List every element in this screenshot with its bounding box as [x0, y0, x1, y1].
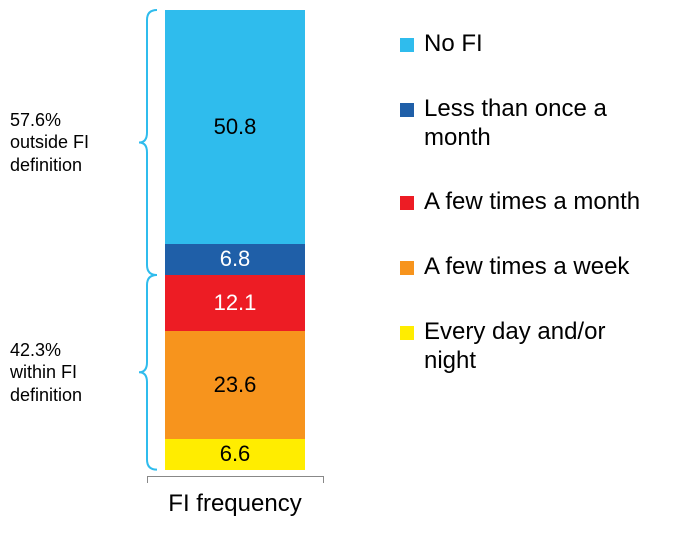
bar-segment-value: 23.6 — [214, 372, 257, 398]
annotation-line: 42.3% — [10, 339, 135, 362]
bar-segment-value: 12.1 — [214, 290, 257, 316]
bar-segment-few_times_month: 12.1 — [165, 275, 305, 331]
legend-swatch-icon — [400, 196, 414, 210]
legend-item-lt_once_month: Less than once a month — [400, 95, 670, 153]
annotation-outside: 57.6%outside FIdefinition — [10, 109, 135, 177]
legend-item-every_day_night: Every day and/or night — [400, 318, 670, 376]
annotation-within: 42.3%within FIdefinition — [10, 339, 135, 407]
bar-segment-every_day_night: 6.6 — [165, 439, 305, 469]
legend-label: Less than once a month — [424, 95, 654, 153]
legend-swatch-icon — [400, 326, 414, 340]
legend-label: A few times a month — [424, 188, 640, 217]
annotation-line: definition — [10, 384, 135, 407]
stacked-bar: 50.8 6.8 12.1 23.6 6.6 — [165, 10, 305, 470]
plot-area: 50.8 6.8 12.1 23.6 6.6 — [155, 10, 315, 470]
legend-item-few_times_month: A few times a month — [400, 188, 670, 217]
x-axis-label: FI frequency — [135, 490, 335, 518]
legend-label: A few times a week — [424, 253, 629, 282]
annotation-line: 57.6% — [10, 109, 135, 132]
legend: No FI Less than once a month A few times a… — [400, 30, 670, 412]
legend-swatch-icon — [400, 261, 414, 275]
x-axis-tick — [147, 476, 148, 483]
annotation-line: outside FI — [10, 131, 135, 154]
bar-segment-value: 6.6 — [220, 441, 251, 467]
legend-swatch-icon — [400, 103, 414, 117]
x-axis-tick — [323, 476, 324, 483]
annotation-line: within FI — [10, 361, 135, 384]
chart-container: 50.8 6.8 12.1 23.6 6.6 No FI Less than once a… — [0, 0, 685, 534]
brace-icon — [139, 10, 163, 275]
annotation-line: definition — [10, 154, 135, 177]
bar-segment-few_times_week: 23.6 — [165, 331, 305, 440]
bar-segment-value: 50.8 — [214, 114, 257, 140]
bar-segment-value: 6.8 — [220, 246, 251, 272]
legend-label: No FI — [424, 30, 483, 59]
brace-icon — [139, 275, 163, 470]
legend-swatch-icon — [400, 38, 414, 52]
legend-label: Every day and/or night — [424, 318, 654, 376]
legend-item-few_times_week: A few times a week — [400, 253, 670, 282]
legend-item-no_fi: No FI — [400, 30, 670, 59]
x-axis — [147, 476, 323, 477]
bar-segment-no_fi: 50.8 — [165, 10, 305, 244]
bar-segment-lt_once_month: 6.8 — [165, 244, 305, 275]
